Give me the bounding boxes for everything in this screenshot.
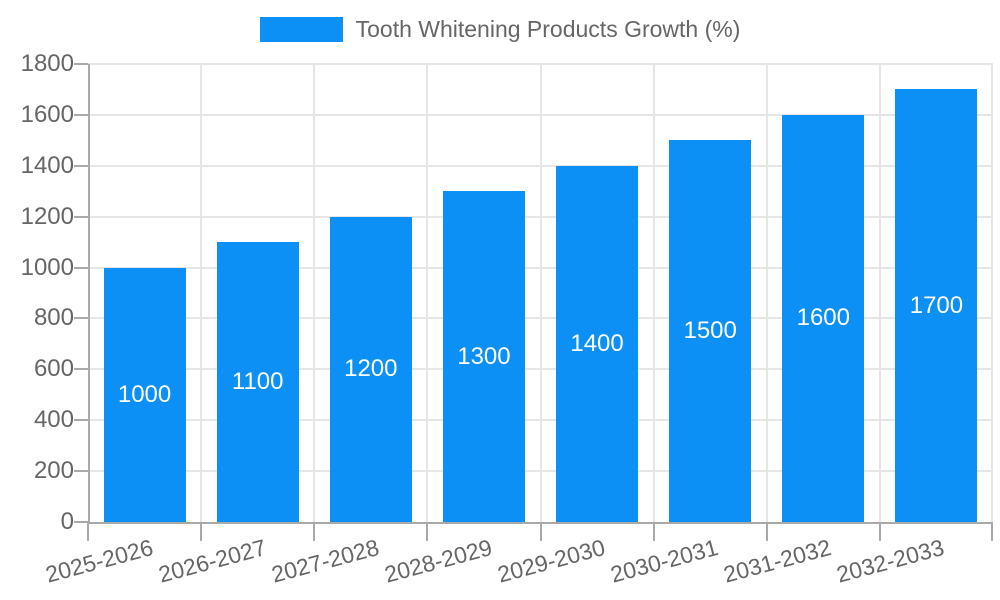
vertical-gridline [652, 64, 655, 522]
y-tick-label: 0 [60, 508, 74, 535]
y-axis-tick [74, 113, 88, 116]
y-axis-tick [74, 317, 88, 320]
vertical-gridline [878, 64, 881, 522]
vertical-gridline [765, 64, 768, 522]
x-axis-tick [652, 522, 655, 541]
x-tick-label: 2026-2027 [155, 534, 269, 588]
bar-value-label: 1200 [344, 355, 398, 383]
x-axis-tick [765, 522, 768, 541]
bar-2027-2028[interactable]: 1200 [329, 216, 412, 522]
legend-label: Tooth Whitening Products Growth (%) [355, 16, 741, 42]
y-axis-tick [74, 266, 88, 269]
y-tick-label: 1400 [20, 151, 74, 179]
vertical-gridline [200, 64, 203, 522]
bar-value-label: 1600 [796, 304, 850, 332]
y-tick-label: 200 [33, 457, 74, 485]
vertical-gridline [88, 64, 90, 522]
vertical-gridline [991, 64, 993, 522]
y-axis-tick [74, 521, 88, 523]
x-tick-label: 2029-2030 [494, 534, 608, 588]
x-axis-tick [200, 522, 203, 541]
x-tick-label: 2032-2033 [834, 534, 948, 588]
vertical-gridline [313, 64, 316, 522]
plot-area: 1000 1100 1200 1300 1400 1500 1600 1700 [74, 63, 993, 541]
x-tick-label: 2025-2026 [42, 534, 156, 588]
x-axis-tick [87, 522, 89, 541]
bar-2025-2026[interactable]: 1000 [103, 267, 186, 522]
y-axis-tick [74, 164, 88, 167]
x-axis-tick [539, 522, 542, 541]
vertical-gridline [539, 64, 542, 522]
bar-2028-2029[interactable]: 1300 [442, 191, 525, 522]
horizontal-gridline [88, 522, 993, 524]
bar-2029-2030[interactable]: 1400 [556, 165, 639, 522]
bar-2030-2031[interactable]: 1500 [669, 140, 752, 522]
y-tick-label: 1200 [20, 202, 74, 230]
x-axis-tick [426, 522, 429, 541]
y-tick-label: 1000 [20, 253, 74, 281]
x-tick-label: 2027-2028 [268, 534, 382, 588]
y-axis-tick [74, 215, 88, 218]
y-tick-label: 800 [33, 304, 74, 332]
bar-value-label: 1100 [231, 368, 284, 396]
bar-2032-2033[interactable]: 1700 [895, 89, 978, 522]
legend-color-swatch [259, 17, 343, 42]
y-tick-label: 1800 [20, 50, 74, 77]
bar-2031-2032[interactable]: 1600 [782, 114, 865, 522]
y-tick-label: 1600 [20, 100, 74, 128]
bar-2026-2027[interactable]: 1100 [216, 242, 299, 522]
y-tick-label: 400 [33, 406, 74, 434]
y-axis-tick [74, 419, 88, 422]
x-axis-tick [991, 522, 993, 541]
chart-legend[interactable]: Tooth Whitening Products Growth (%) [0, 16, 1000, 43]
y-axis-tick [74, 63, 88, 65]
y-axis-tick [74, 368, 88, 371]
y-axis-tick [74, 470, 88, 473]
bar-value-label: 1400 [570, 329, 624, 357]
bar-value-label: 1700 [909, 291, 964, 319]
bar-value-label: 1300 [457, 342, 511, 370]
bar-value-label: 1500 [683, 317, 737, 345]
y-tick-label: 600 [33, 355, 74, 383]
x-axis-tick [878, 522, 881, 541]
x-tick-label: 2028-2029 [381, 534, 495, 588]
x-tick-label: 2030-2031 [607, 534, 721, 588]
x-axis-tick [313, 522, 316, 541]
x-tick-label: 2031-2032 [721, 534, 835, 588]
bar-value-label: 1000 [117, 380, 172, 408]
vertical-gridline [426, 64, 429, 522]
